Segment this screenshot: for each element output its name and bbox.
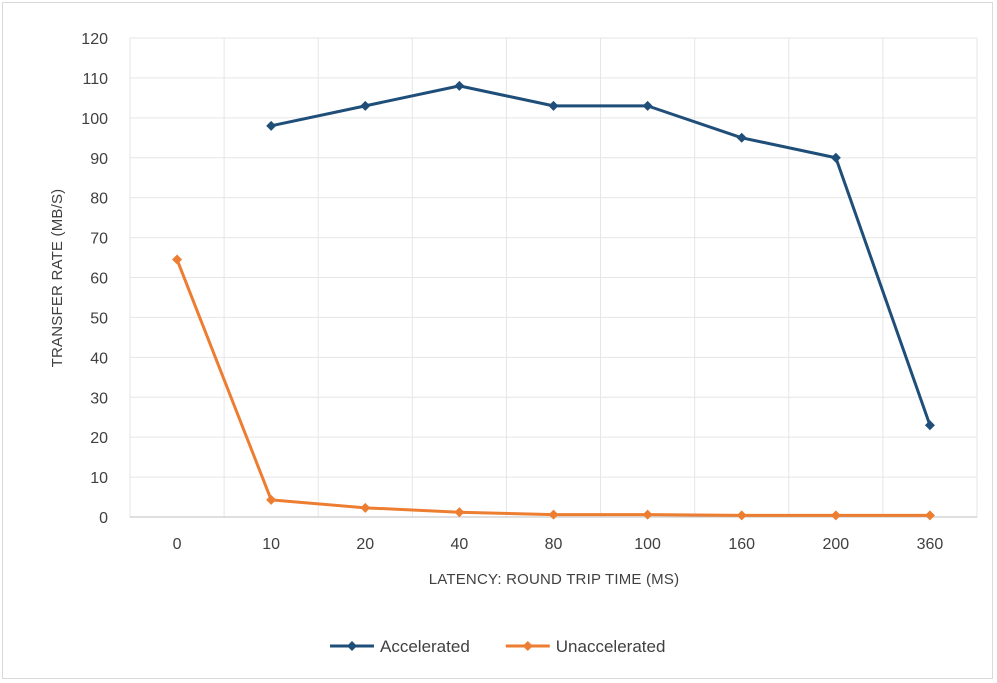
series-group	[172, 80, 935, 521]
gridlines	[129, 37, 978, 517]
x-tick-label: 200	[822, 536, 849, 553]
x-axis-title: LATENCY: ROUND TRIP TIME (MS)	[429, 571, 680, 588]
y-tick-label: 80	[90, 191, 108, 208]
y-tick-label: 30	[90, 390, 108, 407]
accelerated-data-point	[736, 132, 747, 143]
accelerated-data-point	[454, 80, 465, 91]
accelerated-data-point	[266, 120, 277, 131]
x-tick-label: 10	[262, 536, 280, 553]
y-tick-label: 50	[90, 310, 108, 327]
x-tick-label: 360	[917, 536, 944, 553]
y-tick-label: 40	[90, 350, 108, 367]
accelerated-data-point	[642, 100, 653, 111]
accelerated-data-point	[548, 100, 559, 111]
unaccelerated-data-point	[548, 509, 559, 520]
unaccelerated-data-point	[830, 510, 841, 521]
x-tick-label: 20	[356, 536, 374, 553]
accelerated-data-point	[924, 420, 935, 431]
legend-swatch-marker	[522, 641, 533, 651]
y-tick-label: 60	[90, 271, 108, 288]
y-tick-label: 0	[99, 510, 108, 527]
y-tick-label: 70	[90, 231, 108, 248]
y-tick-label: 10	[90, 470, 108, 487]
x-axis-ticks: 0 10 20 40 80 100 160 200 360	[173, 536, 944, 553]
accelerated-data-point	[360, 100, 371, 111]
y-tick-label: 90	[90, 151, 108, 168]
legend-swatch-marker	[347, 641, 357, 651]
y-tick-label: 100	[81, 111, 108, 128]
unaccelerated-data-point	[266, 494, 277, 505]
legend-label: Unaccelerated	[556, 637, 666, 656]
y-axis-ticks: 0 10 20 30 40 50 60 70 80 90 100 110 120	[81, 31, 108, 527]
y-tick-label: 120	[81, 31, 108, 48]
legend-item-unaccelerated: Unaccelerated	[505, 637, 666, 656]
accelerated-data-point	[830, 152, 841, 163]
y-tick-label: 110	[82, 71, 108, 88]
unaccelerated-data-point	[924, 510, 935, 521]
accelerated-series-line	[270, 84, 932, 426]
x-tick-label: 40	[450, 536, 468, 553]
unaccelerated-data-point	[454, 507, 465, 518]
legend: Accelerated Unaccelerated	[330, 637, 665, 656]
unaccelerated-data-point	[360, 502, 371, 513]
legend-label: Accelerated	[380, 637, 470, 656]
x-tick-label: 160	[728, 536, 755, 553]
x-tick-label: 80	[545, 536, 563, 553]
unaccelerated-data-point	[736, 510, 747, 521]
x-tick-label: 0	[173, 536, 182, 553]
legend-item-accelerated: Accelerated	[330, 637, 470, 656]
unaccelerated-data-point	[642, 509, 653, 520]
x-tick-label: 100	[634, 536, 661, 553]
y-tick-label: 20	[90, 430, 108, 447]
y-axis-title: TRANSFER RATE (MB/S)	[49, 189, 66, 368]
unaccelerated-data-point	[172, 254, 183, 265]
